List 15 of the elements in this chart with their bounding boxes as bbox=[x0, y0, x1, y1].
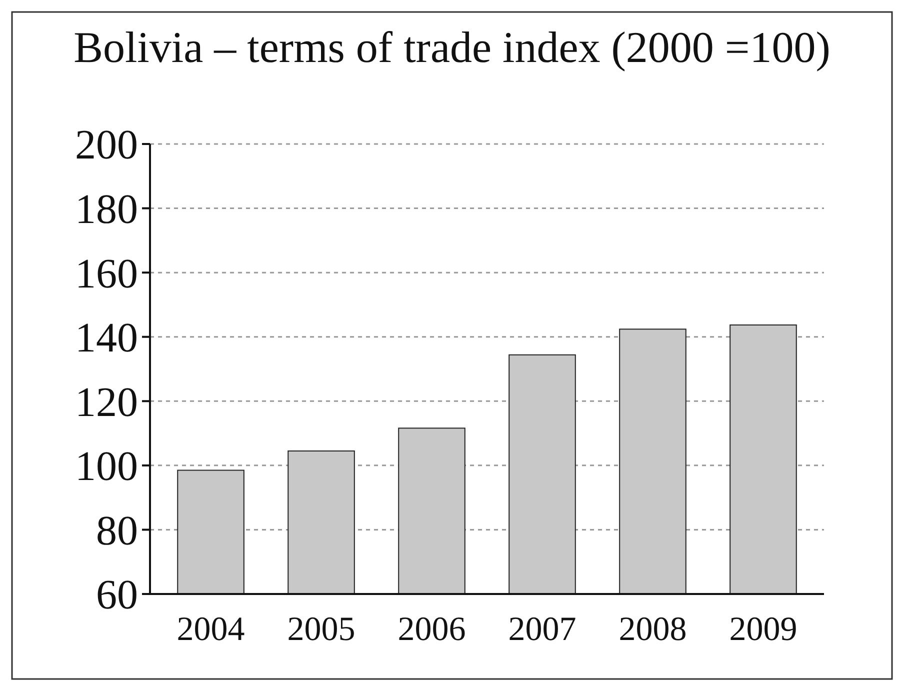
x-tick-label: 2007 bbox=[508, 611, 576, 648]
y-tick-label: 200 bbox=[75, 122, 138, 169]
x-tick-label: 2009 bbox=[729, 611, 798, 648]
x-tick-label: 2005 bbox=[287, 611, 356, 648]
y-tick-label: 80 bbox=[96, 508, 138, 554]
x-tick-label: 2006 bbox=[398, 611, 466, 648]
chart-title: Bolivia – terms of trade index (2000 =100) bbox=[74, 23, 830, 72]
x-tick-label: 2008 bbox=[618, 611, 687, 648]
y-tick-label: 160 bbox=[75, 251, 138, 298]
y-tick-label: 120 bbox=[75, 380, 138, 426]
y-tick-label: 140 bbox=[75, 316, 138, 362]
y-tick-label: 60 bbox=[96, 572, 138, 619]
y-tick-label: 100 bbox=[75, 444, 138, 490]
x-tick-label: 2004 bbox=[176, 611, 245, 648]
y-tick-label: 180 bbox=[75, 186, 138, 233]
